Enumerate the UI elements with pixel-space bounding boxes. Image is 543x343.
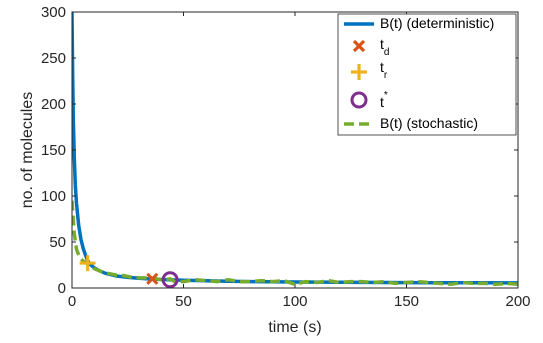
series-group (72, 12, 518, 288)
marker-tstar (161, 271, 179, 288)
legend-tr-main: t (380, 59, 384, 75)
legend: B(t) (deterministic) td tr t* B(t) (stoc… (337, 13, 517, 136)
legend-td-main: t (380, 36, 384, 52)
x-tick-label: 50 (175, 293, 192, 310)
marker-tr (79, 255, 96, 272)
x-tick-label: 0 (68, 293, 76, 310)
marker-td (146, 272, 159, 285)
x-tick-label: 150 (394, 293, 419, 310)
x-tick-label: 200 (505, 293, 530, 310)
x-axis-label: time (s) (268, 319, 321, 336)
legend-label-stochastic: B(t) (stochastic) (380, 115, 478, 131)
y-tick-label: 300 (41, 4, 66, 21)
y-tick-label: 50 (49, 234, 66, 251)
legend-tstar-sup: * (384, 90, 388, 101)
legend-label-td: td (380, 36, 389, 58)
y-axis-label: no. of molecules (19, 92, 36, 209)
series-layer (72, 12, 518, 288)
legend-tstar-main: t (380, 94, 384, 110)
legend-tr-sub: r (384, 70, 388, 81)
series-stochastic-line (72, 200, 518, 287)
legend-box (337, 13, 517, 136)
legend-label-tr: tr (380, 59, 388, 81)
legend-label-deterministic: B(t) (deterministic) (380, 15, 494, 31)
legend-swatch-tstar (350, 91, 368, 109)
x-tick-label: 100 (282, 293, 307, 310)
y-tick-label: 100 (41, 188, 66, 205)
legend-swatch-tr (351, 64, 367, 80)
y-tick-label: 250 (41, 50, 66, 67)
y-tick-label: 0 (58, 280, 66, 297)
legend-label-tstar: t* (380, 90, 388, 110)
y-tick-label: 200 (41, 96, 66, 113)
legend-swatch-td (352, 39, 366, 53)
y-tick-label: 150 (41, 142, 66, 159)
legend-td-sub: d (384, 47, 390, 58)
